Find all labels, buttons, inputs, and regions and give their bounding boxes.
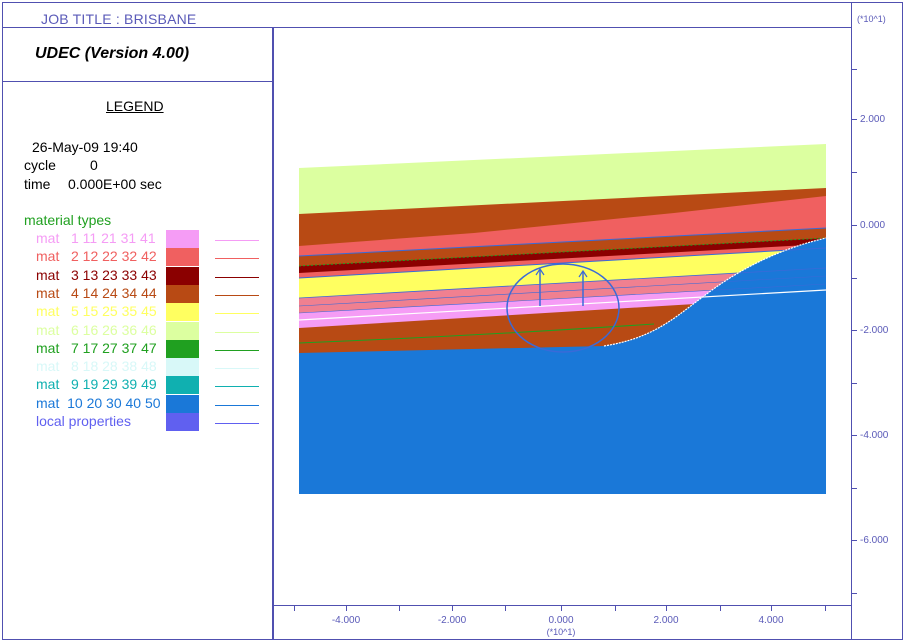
tunnel-outline — [506, 263, 620, 353]
material-swatch — [166, 284, 199, 303]
y-major-tick — [852, 330, 857, 331]
y-major-tick — [852, 435, 857, 436]
x-minor-tick — [825, 606, 826, 611]
x-tick-label: -4.000 — [331, 615, 361, 626]
material-row: mat 2 12 22 32 42 — [3, 248, 272, 267]
material-line-sample — [215, 313, 259, 315]
x-axis: -4.000 -2.000 0.000 2.000 4.000 (*10^1) — [273, 605, 852, 640]
model-geometry — [299, 144, 826, 494]
x-major-tick — [561, 606, 562, 611]
material-swatch — [166, 413, 199, 431]
material-row: mat 10 20 30 40 50 — [3, 394, 272, 413]
y-axis-scale: (*10^1) — [857, 14, 886, 24]
material-row: mat 7 17 27 37 47 — [3, 339, 272, 358]
material-row: mat 1 11 21 31 41 — [3, 230, 272, 248]
material-label: mat 9 19 29 39 49 — [36, 376, 157, 393]
y-tick-label: -4.000 — [860, 430, 889, 441]
material-swatch — [166, 248, 199, 267]
material-swatch — [166, 303, 199, 322]
y-tick-label: -6.000 — [860, 535, 889, 546]
material-label: mat 8 18 28 38 48 — [36, 358, 157, 375]
material-label: mat 4 14 24 34 44 — [36, 284, 157, 301]
y-major-tick — [852, 225, 857, 226]
y-minor-tick — [852, 593, 857, 594]
y-minor-tick — [852, 488, 857, 489]
material-row: local properties — [3, 413, 272, 431]
x-tick-label: 2.000 — [653, 615, 679, 626]
legend-date: 26-May-09 19:40 — [32, 139, 138, 155]
cycle-label: cycle — [24, 157, 56, 173]
y-major-tick — [852, 119, 857, 120]
material-line-sample — [215, 404, 259, 406]
x-minor-tick — [720, 606, 721, 611]
material-label: mat 3 13 23 33 43 — [36, 266, 157, 283]
legend-panel: UDEC (Version 4.00) LEGEND 26-May-09 19:… — [2, 27, 273, 640]
material-row: mat 9 19 29 39 49 — [3, 376, 272, 395]
time-label: time — [24, 176, 51, 192]
y-tick-label: 2.000 — [860, 114, 886, 125]
model-plot — [273, 27, 852, 606]
title-bar: JOB TITLE : BRISBANE — [2, 2, 852, 28]
material-label: mat 2 12 22 32 42 — [36, 248, 157, 265]
x-major-tick — [452, 606, 453, 611]
material-label: local properties — [36, 413, 131, 429]
material-swatch — [166, 394, 199, 413]
y-minor-tick — [852, 383, 857, 384]
cycle-value: 0 — [90, 157, 98, 173]
material-row: mat 3 13 23 33 43 — [3, 266, 272, 285]
x-tick-label: -2.000 — [437, 615, 467, 626]
app-header: UDEC (Version 4.00) — [3, 28, 272, 82]
material-line-sample — [215, 368, 259, 370]
y-tick-label: 0.000 — [860, 220, 886, 231]
material-label: mat 5 15 25 35 45 — [36, 303, 157, 320]
material-label: mat 1 11 21 31 41 — [36, 230, 156, 246]
material-line-sample — [215, 294, 259, 296]
time-value: 0.000E+00 sec — [68, 176, 162, 192]
material-row: mat 4 14 24 34 44 — [3, 284, 272, 303]
material-line-sample — [215, 276, 259, 278]
y-minor-tick — [852, 278, 857, 279]
y-major-tick — [852, 540, 857, 541]
material-line-sample — [215, 349, 259, 351]
ground-mat-10 — [299, 238, 826, 494]
y-minor-tick — [852, 69, 857, 70]
material-line-sample — [215, 240, 259, 241]
x-minor-tick — [505, 606, 506, 611]
material-line-sample — [215, 423, 259, 424]
material-swatch — [166, 358, 199, 377]
material-swatch — [166, 266, 199, 285]
material-swatch — [166, 339, 199, 358]
material-row: mat 5 15 25 35 45 — [3, 303, 272, 322]
material-types-header: material types — [24, 212, 112, 228]
y-tick-label: -2.000 — [860, 325, 889, 336]
material-row: mat 8 18 28 38 48 — [3, 358, 272, 377]
y-minor-tick — [852, 172, 857, 173]
x-major-tick — [666, 606, 667, 611]
x-major-tick — [346, 606, 347, 611]
x-minor-tick — [399, 606, 400, 611]
app-name: UDEC (Version 4.00) — [35, 45, 190, 62]
material-swatch — [166, 376, 199, 395]
material-line-sample — [215, 331, 259, 333]
x-minor-tick — [615, 606, 616, 611]
y-axis: (*10^1) 2.000 0.000 -2.000 -4.000 -6.000 — [851, 2, 903, 640]
material-swatch — [166, 230, 199, 248]
x-major-tick — [771, 606, 772, 611]
material-label: mat 6 16 26 36 46 — [36, 321, 157, 338]
material-line-sample — [215, 258, 259, 260]
material-label: mat 10 20 30 40 50 — [36, 394, 161, 411]
legend-title: LEGEND — [106, 98, 164, 114]
job-title: JOB TITLE : BRISBANE — [41, 11, 197, 27]
x-axis-scale: (*10^1) — [546, 627, 576, 637]
x-tick-label: 4.000 — [758, 615, 784, 626]
material-line-sample — [215, 386, 259, 388]
x-tick-label: 0.000 — [548, 615, 574, 626]
material-row: mat 6 16 26 36 46 — [3, 321, 272, 340]
material-label: mat 7 17 27 37 47 — [36, 339, 157, 356]
x-minor-tick — [294, 606, 295, 611]
material-swatch — [166, 321, 199, 340]
